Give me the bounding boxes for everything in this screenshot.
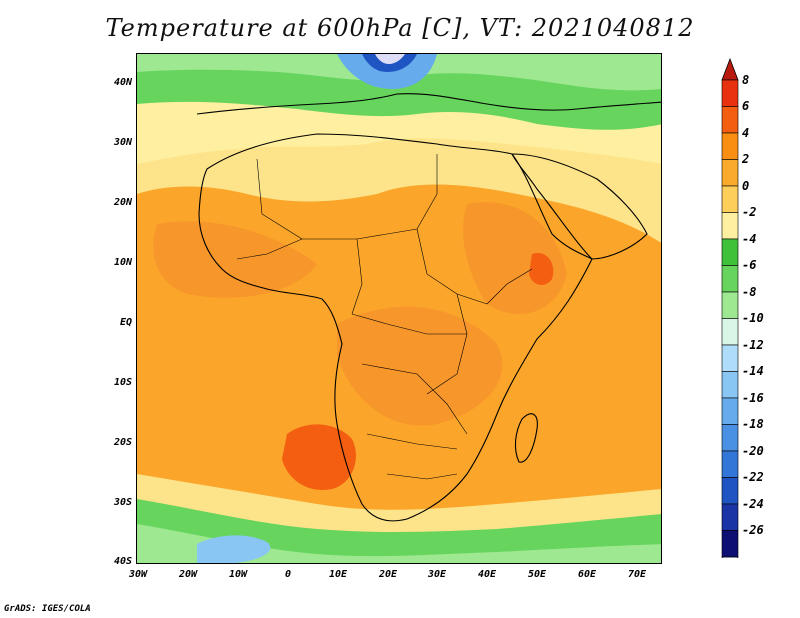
colorbar-label: 0: [742, 178, 750, 193]
border-2: [302, 193, 438, 240]
colorbar-swatch: [721, 79, 739, 107]
map-field: [137, 54, 661, 563]
temperature-map: [136, 53, 662, 564]
colorbar-swatch: [721, 503, 739, 531]
colorbar-label: -8: [742, 284, 757, 299]
arabia-outline: [511, 153, 648, 260]
lon-label-50e: 50E: [527, 569, 547, 580]
lon-label-60e: 60E: [577, 569, 597, 580]
lat-label-30n: 30N: [113, 137, 132, 148]
lat-label-40s: 40S: [113, 556, 132, 567]
border-12: [486, 268, 533, 305]
lat-label-20s: 20S: [113, 437, 132, 448]
colorbar-label: -2: [742, 205, 757, 219]
colorbar-top-arrow: [721, 58, 739, 81]
colorbar-swatch: [721, 132, 739, 160]
colorbar-swatch: [721, 185, 739, 213]
lat-label-20n: 20N: [113, 197, 132, 208]
lat-label-10n: 10N: [113, 257, 132, 268]
colorbar-label: -24: [742, 496, 764, 511]
colorbar-label: -18: [742, 417, 764, 431]
europe-coast: [196, 93, 661, 115]
border-3: [351, 238, 363, 315]
colorbar-label: -26: [742, 523, 764, 537]
colorbar-label: -14: [742, 364, 764, 378]
lat-label-eq: EQ: [119, 317, 132, 328]
colorbar: [721, 58, 739, 558]
colorbar-label: -20: [742, 443, 764, 458]
field-cold-south: [197, 535, 271, 563]
field-warm-atlantic: [153, 221, 317, 298]
colorbar-swatch: [721, 477, 739, 505]
lon-label-20e: 20E: [378, 569, 398, 580]
border-4: [416, 228, 488, 305]
chart-title: Temperature at 600hPa [C], VT: 202104081…: [105, 14, 695, 42]
colorbar-swatch: [721, 397, 739, 425]
lon-label-40e: 40E: [477, 569, 497, 580]
lon-label-0: 0: [284, 569, 292, 580]
colorbar-bottom-arrow: [721, 556, 739, 558]
colorbar-label: 8: [742, 72, 750, 87]
field-green-light-south: [137, 524, 661, 563]
colorbar-label: 4: [742, 125, 750, 140]
lon-label-30w: 30W: [128, 569, 148, 580]
coastlines: [196, 93, 661, 522]
lon-label-10w: 10W: [228, 569, 248, 580]
lon-label-10e: 10E: [328, 569, 348, 580]
colorbar-swatch: [721, 450, 739, 478]
colorbar-label: 2: [742, 152, 750, 166]
colorbar-swatch: [721, 238, 739, 266]
madagascar-outline: [514, 413, 538, 463]
border-10: [386, 473, 458, 480]
colorbar-label: -6: [742, 258, 757, 272]
colorbar-label: -16: [742, 390, 764, 405]
lat-label-30s: 30S: [113, 497, 132, 508]
border-9: [366, 433, 458, 450]
colorbar-swatch: [721, 212, 739, 240]
lat-label-10s: 10S: [113, 377, 132, 388]
colorbar-swatch: [721, 424, 739, 452]
credit-text: GrADS: IGES/COLA: [4, 604, 91, 614]
field-cold-center: [375, 54, 405, 64]
africa-outline: [198, 133, 593, 522]
colorbar-swatch: [721, 265, 739, 293]
border-8: [361, 363, 468, 435]
borders: [236, 154, 533, 480]
colorbar-label: -10: [742, 311, 764, 325]
lon-label-30e: 30E: [427, 569, 447, 580]
colorbar-label: 6: [742, 99, 750, 113]
lon-label-20w: 20W: [178, 569, 198, 580]
border-11: [236, 238, 303, 260]
colorbar-swatch: [721, 344, 739, 372]
border-7: [351, 313, 467, 335]
field-warm-south: [337, 306, 503, 426]
colorbar-swatch: [721, 106, 739, 134]
colorbar-swatch: [721, 371, 739, 399]
lat-label-40n: 40N: [113, 77, 132, 88]
field-hot-horn: [529, 253, 554, 286]
colorbar-label: -22: [742, 470, 764, 484]
field-warm-horn: [463, 202, 567, 314]
colorbar-swatch: [721, 159, 739, 187]
field-hot-spot: [282, 424, 356, 490]
colorbar-swatch: [721, 530, 739, 558]
colorbar-label: -4: [742, 231, 757, 246]
colorbar-swatch: [721, 318, 739, 346]
border-1: [256, 158, 303, 240]
colorbar-label: -12: [742, 337, 764, 352]
colorbar-swatch: [721, 291, 739, 319]
lon-label-70e: 70E: [627, 569, 647, 580]
border-6: [426, 293, 468, 395]
